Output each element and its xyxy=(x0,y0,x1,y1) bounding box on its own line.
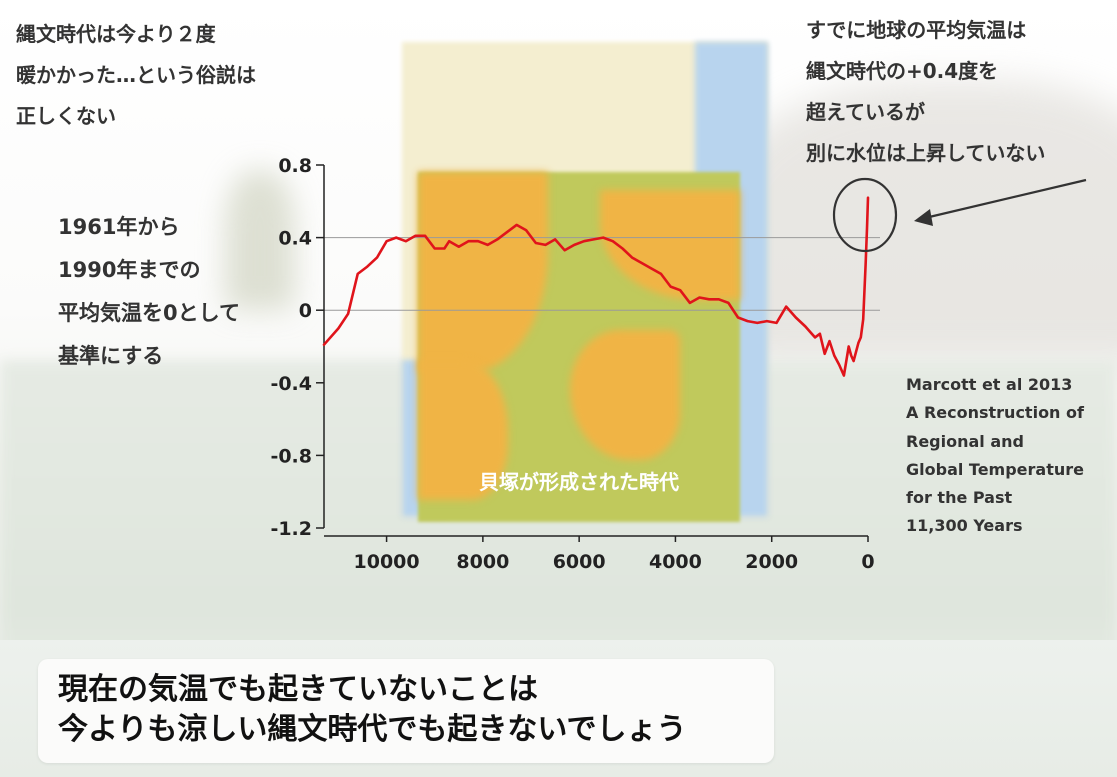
myth-note-line: 暖かかった…という俗説は xyxy=(16,63,256,87)
caption-line: 現在の気温でも起きていないことは xyxy=(58,672,538,707)
source-citation: Marcott et al 2013 A Reconstruction of R… xyxy=(906,371,1084,541)
highlight-layer xyxy=(832,177,1087,253)
baseline-note-line: 1961年から xyxy=(58,215,180,239)
current-note-line: すでに地球の平均気温は xyxy=(806,18,1027,42)
baseline-note-line: 1990年までの xyxy=(58,258,201,282)
background-figure xyxy=(225,170,295,310)
source-line: Marcott et al 2013 xyxy=(906,375,1073,394)
baseline-note: 1961年から 1990年までの 平均気温を0として 基準にする xyxy=(58,206,240,378)
source-line: Global Temperature xyxy=(906,459,1084,479)
x-tick-label: 4000 xyxy=(649,551,702,573)
baseline-note-line: 平均気温を0として xyxy=(58,301,240,325)
myth-note: 縄文時代は今より２度 暖かかった…という俗説は 正しくない xyxy=(16,14,256,137)
y-tick-label: 0.8 xyxy=(278,155,312,177)
current-note-line: 縄文時代の+0.4度を xyxy=(806,59,999,83)
era-land-region xyxy=(418,360,508,500)
current-temperature-note: すでに地球の平均気温は 縄文時代の+0.4度を 超えているが 別に水位は上昇して… xyxy=(806,10,1045,174)
y-tick-label: 0.4 xyxy=(278,228,312,250)
x-tick-label: 8000 xyxy=(456,551,509,573)
y-tick-label: 0 xyxy=(299,300,312,322)
x-tick-label: 10000 xyxy=(354,551,420,573)
temperature-series-line xyxy=(322,196,870,377)
axis-layer: 0.8 0.4 0 -0.4 -0.8 -1.2 10000 8000 6000 4000 2000… xyxy=(270,155,874,573)
y-tick-label: -1.2 xyxy=(270,518,312,540)
source-line: Regional and xyxy=(906,431,1024,451)
source-line: A Reconstruction of xyxy=(906,403,1084,423)
caption-line: 今よりも涼しい縄文時代でも起きないでしょう xyxy=(58,712,687,747)
x-tick-label: 6000 xyxy=(553,551,606,573)
current-note-line: 別に水位は上昇していない xyxy=(806,141,1046,165)
source-line: 11,300 Years xyxy=(906,516,1023,536)
current-note-line: 超えているが xyxy=(806,100,925,124)
highlight-circle xyxy=(832,177,898,253)
grid-layer xyxy=(324,237,880,311)
baseline-note-line: 基準にする xyxy=(58,344,164,368)
y-tick-label: -0.4 xyxy=(270,373,312,395)
x-tick-label: 2000 xyxy=(745,551,798,573)
arrow-shaft xyxy=(924,178,1087,220)
y-tick-label: -0.8 xyxy=(270,445,312,467)
myth-note-line: 縄文時代は今より２度 xyxy=(16,22,216,46)
x-tick-label: 0 xyxy=(861,551,874,573)
source-line: for the Past xyxy=(906,488,1013,508)
era-label: 貝塚が形成された時代 xyxy=(479,470,679,494)
caption-box: 現在の気温でも起きていないことは 今よりも涼しい縄文時代でも起きないでしょう xyxy=(38,659,774,763)
series-layer xyxy=(322,196,870,377)
arrow-head xyxy=(914,209,933,226)
myth-note-line: 正しくない xyxy=(16,104,116,128)
era-land-region xyxy=(570,330,680,460)
